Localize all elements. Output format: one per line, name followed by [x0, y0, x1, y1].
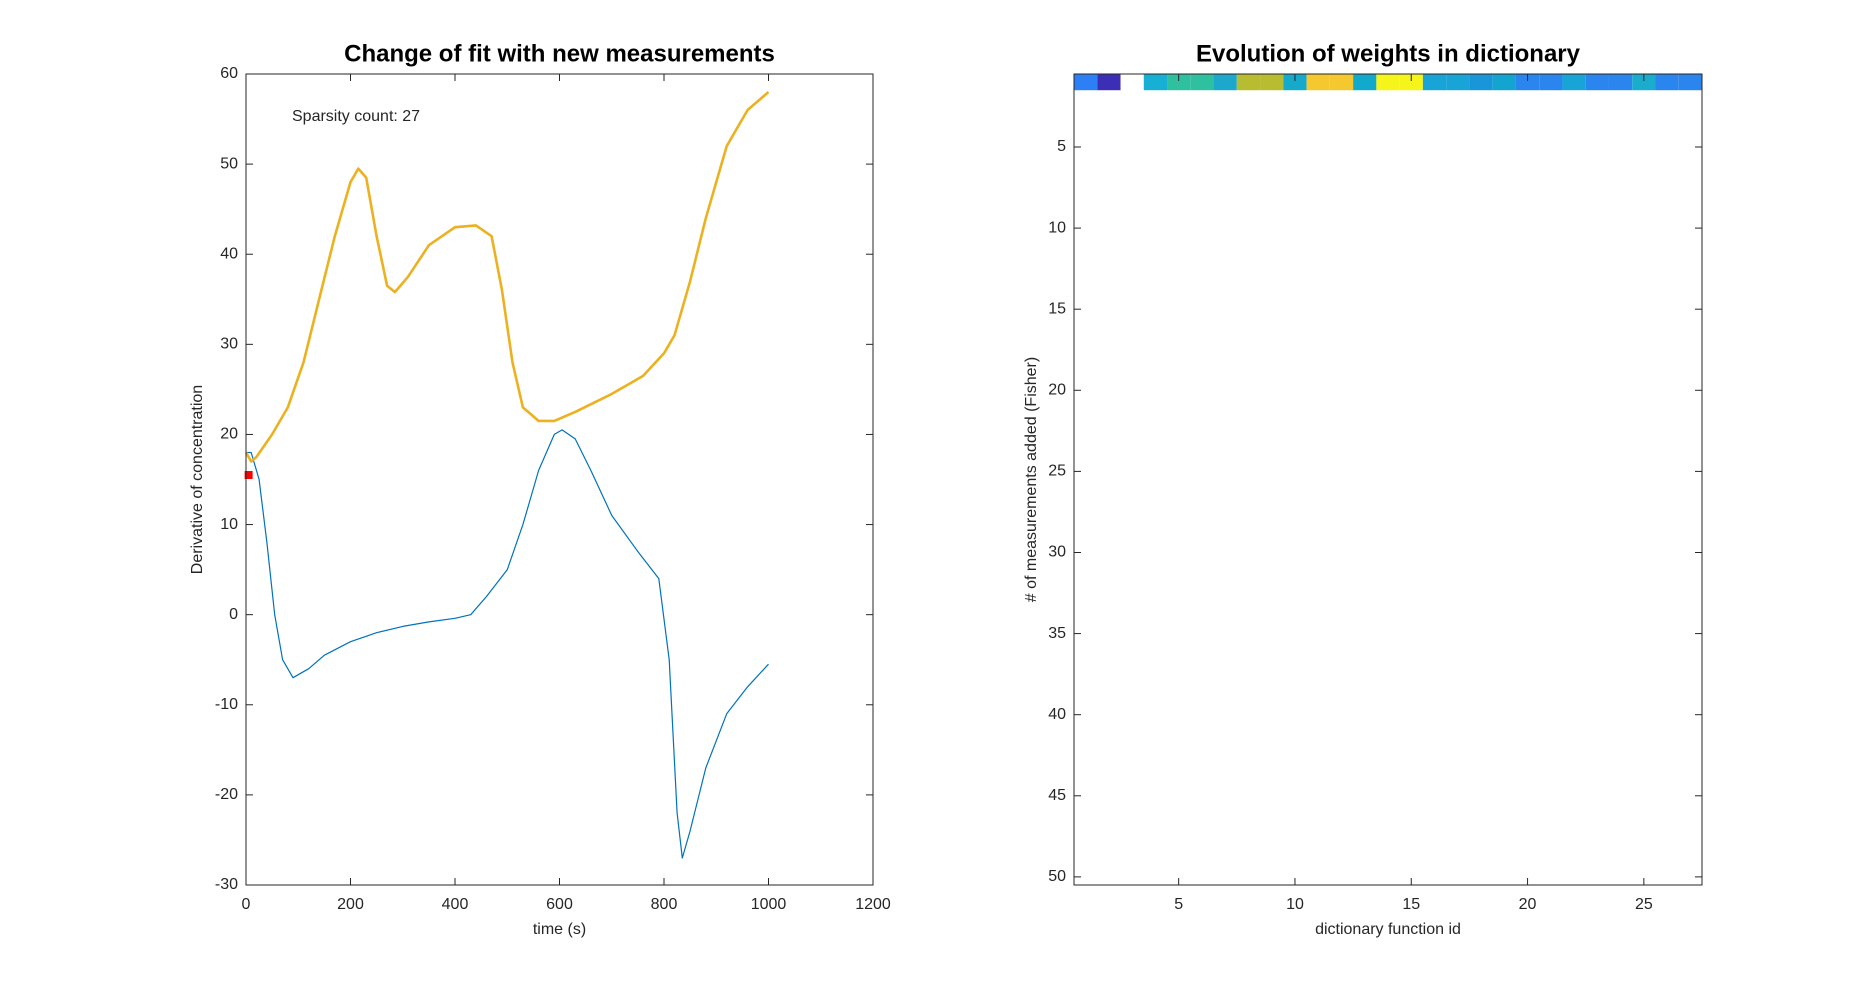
x-tick-label: 5 — [1174, 896, 1183, 913]
plot-area — [246, 74, 873, 885]
heat-cell — [1074, 74, 1098, 91]
heat-cell — [1422, 74, 1447, 91]
data-line — [246, 429, 769, 859]
heat-cell — [1608, 74, 1633, 91]
heat-cell — [1492, 74, 1516, 91]
heat-cell — [1213, 74, 1237, 91]
y-tick-label: 20 — [1048, 382, 1066, 399]
y-tick-label: 25 — [1048, 463, 1066, 480]
axes-box — [1073, 73, 1703, 886]
heat-cell — [1097, 74, 1121, 91]
x-tick-label: 200 — [337, 896, 364, 913]
y-tick-label: 50 — [220, 155, 238, 172]
heat-cell — [1446, 74, 1470, 91]
x-axis-label: time (s) — [533, 921, 586, 938]
heat-cell — [1236, 74, 1261, 91]
x-axis-label: dictionary function id — [1315, 921, 1461, 938]
y-tick-label: 30 — [220, 336, 238, 353]
x-tick-label: 15 — [1402, 896, 1420, 913]
x-tick-label: 1000 — [751, 896, 787, 913]
plot-area — [1074, 74, 1702, 885]
heat-cell — [1167, 74, 1191, 91]
x-tick-label: 400 — [442, 896, 469, 913]
y-tick-label: 60 — [220, 65, 238, 82]
chart-title: Evolution of weights in dictionary — [1196, 40, 1581, 67]
heat-cell — [1143, 74, 1168, 91]
heat-cell — [1562, 74, 1586, 91]
heat-cell — [1190, 74, 1214, 91]
annotation: Sparsity count: 27 — [292, 108, 420, 125]
y-tick-label: 45 — [1048, 787, 1066, 804]
heat-cell — [1399, 74, 1423, 91]
y-tick-label: 40 — [220, 245, 238, 262]
x-tick-label: 800 — [651, 896, 678, 913]
y-tick-label: 15 — [1048, 300, 1066, 317]
heat-cell — [1329, 74, 1354, 91]
heat-cell — [1469, 74, 1493, 91]
heat-cell — [1585, 74, 1609, 91]
heat-cell — [1655, 74, 1679, 91]
y-tick-label: 0 — [229, 606, 238, 623]
y-tick-label: 30 — [1048, 544, 1066, 561]
heat-cell — [1678, 74, 1702, 91]
y-tick-label: 5 — [1057, 138, 1066, 155]
x-tick-label: 25 — [1635, 896, 1653, 913]
y-tick-label: 35 — [1048, 625, 1066, 642]
y-tick-label: 10 — [1048, 219, 1066, 236]
y-tick-label: -10 — [215, 696, 238, 713]
y-tick-label: 20 — [220, 426, 238, 443]
y-tick-label: -20 — [215, 786, 238, 803]
heat-cell — [1539, 74, 1563, 91]
y-tick-label: 10 — [220, 516, 238, 533]
x-tick-label: 10 — [1286, 896, 1304, 913]
data-line — [244, 91, 770, 463]
heat-cell — [1283, 74, 1307, 91]
x-tick-label: 20 — [1519, 896, 1537, 913]
y-tick-label: 40 — [1048, 706, 1066, 723]
heat-cell — [1306, 74, 1330, 91]
heat-cell — [1260, 74, 1284, 91]
y-axis-label: Derivative of concentration — [189, 385, 206, 574]
heat-cell — [1376, 74, 1400, 91]
chart-title: Change of fit with new measurements — [344, 40, 775, 67]
x-tick-label: 1200 — [855, 896, 891, 913]
x-tick-label: 0 — [242, 896, 251, 913]
heat-cell — [1632, 74, 1656, 91]
x-tick-label: 600 — [546, 896, 573, 913]
heat-cell — [1515, 74, 1540, 91]
marker — [244, 470, 253, 479]
y-tick-label: -30 — [215, 876, 238, 893]
heat-cell — [1353, 74, 1377, 91]
y-tick-label: 50 — [1048, 868, 1066, 885]
y-axis-label: # of measurements added (Fisher) — [1023, 357, 1040, 602]
